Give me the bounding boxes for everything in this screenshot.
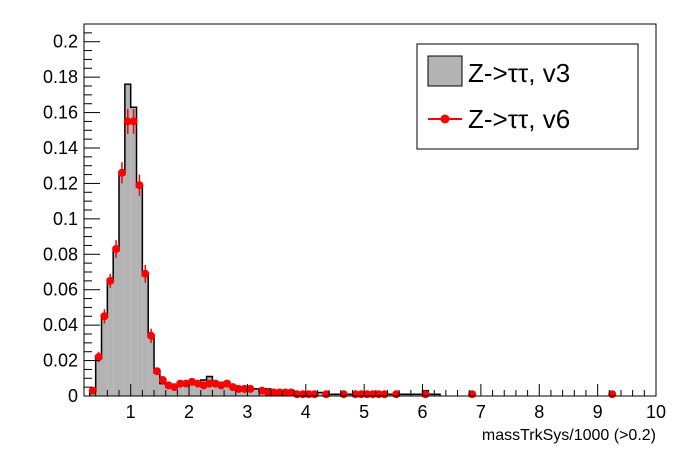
x-axis: 1 2 3 4 5 6 7 8 9 10	[95, 384, 666, 422]
x-tick-label: 1	[126, 402, 136, 422]
histogram-bar	[189, 383, 195, 396]
data-point	[117, 168, 126, 177]
data-point	[141, 269, 150, 278]
x-tick-label: 7	[476, 402, 486, 422]
histogram-bar	[224, 381, 230, 396]
x-tick-label: 8	[534, 402, 544, 422]
data-point	[170, 383, 179, 392]
histogram-bar	[113, 250, 120, 396]
histogram-bar	[183, 385, 190, 396]
histogram-bar	[107, 279, 114, 396]
data-point	[152, 367, 161, 376]
data-point	[94, 353, 103, 362]
y-tick-label: 0.16	[43, 103, 78, 123]
data-point	[123, 117, 132, 126]
histogram-bar	[136, 186, 143, 396]
data-point	[240, 384, 249, 393]
y-tick-label: 0.02	[43, 351, 78, 371]
histogram-bar	[317, 392, 324, 396]
histogram-bar	[159, 383, 166, 396]
histogram-bar	[165, 387, 172, 396]
data-point	[269, 388, 278, 397]
data-point	[176, 379, 185, 388]
legend-label-v6: Z->ττ, v6	[468, 104, 570, 134]
legend-histogram-swatch	[427, 55, 463, 87]
x-tick-label: 2	[184, 402, 194, 422]
y-tick-label: 0.18	[43, 67, 78, 87]
y-tick-label: 0.14	[43, 138, 78, 158]
data-point	[263, 388, 272, 397]
histogram-bar	[405, 394, 411, 396]
x-tick-label: 6	[418, 402, 428, 422]
histogram-bar	[253, 388, 260, 396]
histogram-bar	[428, 394, 435, 396]
y-tick-label: 0.1	[53, 209, 78, 229]
legend-label-v3: Z->ττ, v3	[468, 58, 570, 88]
data-point	[100, 312, 109, 321]
data-point	[158, 376, 167, 385]
y-tick-label: 0	[68, 386, 78, 406]
data-point	[275, 388, 284, 397]
histogram-bar	[218, 383, 225, 396]
y-tick-label: 0.06	[43, 280, 78, 300]
histogram-bar	[346, 394, 353, 396]
legend-marker-dot	[440, 114, 450, 124]
data-point	[234, 384, 243, 393]
histogram-bar	[416, 394, 423, 396]
histogram-bar	[212, 381, 219, 396]
histogram-bar	[130, 107, 137, 396]
histogram-bar	[124, 84, 131, 396]
data-point	[281, 388, 290, 397]
histogram-bar	[434, 394, 441, 396]
x-tick-label: 5	[359, 402, 369, 422]
y-tick-label: 0.08	[43, 244, 78, 264]
y-axis: 0 0.02 0.04 0.06 0.08 0.1 0.12 0.14 0.16 0.18 0.2	[43, 23, 100, 406]
histogram-bar	[177, 381, 184, 396]
data-point	[205, 379, 214, 388]
data-point	[246, 384, 255, 393]
data-point	[129, 117, 138, 126]
legend: Z->ττ, v3 Z->ττ, v6	[416, 43, 639, 150]
histogram-bar	[410, 394, 417, 396]
histogram-bar	[329, 394, 335, 396]
histogram-bar	[399, 394, 406, 396]
data-point	[223, 379, 231, 388]
histogram-bar	[387, 394, 394, 396]
data-point	[135, 181, 144, 190]
x-tick-label: 3	[242, 402, 252, 422]
y-tick-label: 0.12	[43, 173, 78, 193]
histogram-bar	[101, 314, 108, 396]
histogram-bar	[194, 383, 201, 396]
histogram-bar	[154, 372, 160, 396]
histogram-bar	[95, 358, 102, 396]
data-point	[88, 386, 97, 395]
y-tick-label: 0.2	[53, 32, 78, 52]
histogram-bar	[119, 174, 125, 396]
data-point	[112, 244, 121, 253]
x-tick-label: 10	[646, 402, 666, 422]
histogram-bar	[148, 335, 155, 396]
histogram-bar	[142, 275, 149, 396]
x-tick-label: 9	[593, 402, 603, 422]
y-tick-label: 0.04	[43, 315, 78, 335]
data-point	[106, 276, 115, 285]
data-point	[147, 331, 156, 340]
histogram-bar	[334, 394, 341, 396]
x-tick-label: 4	[301, 402, 311, 422]
x-axis-title: massTrkSys/1000 (>0.2)	[482, 427, 656, 444]
